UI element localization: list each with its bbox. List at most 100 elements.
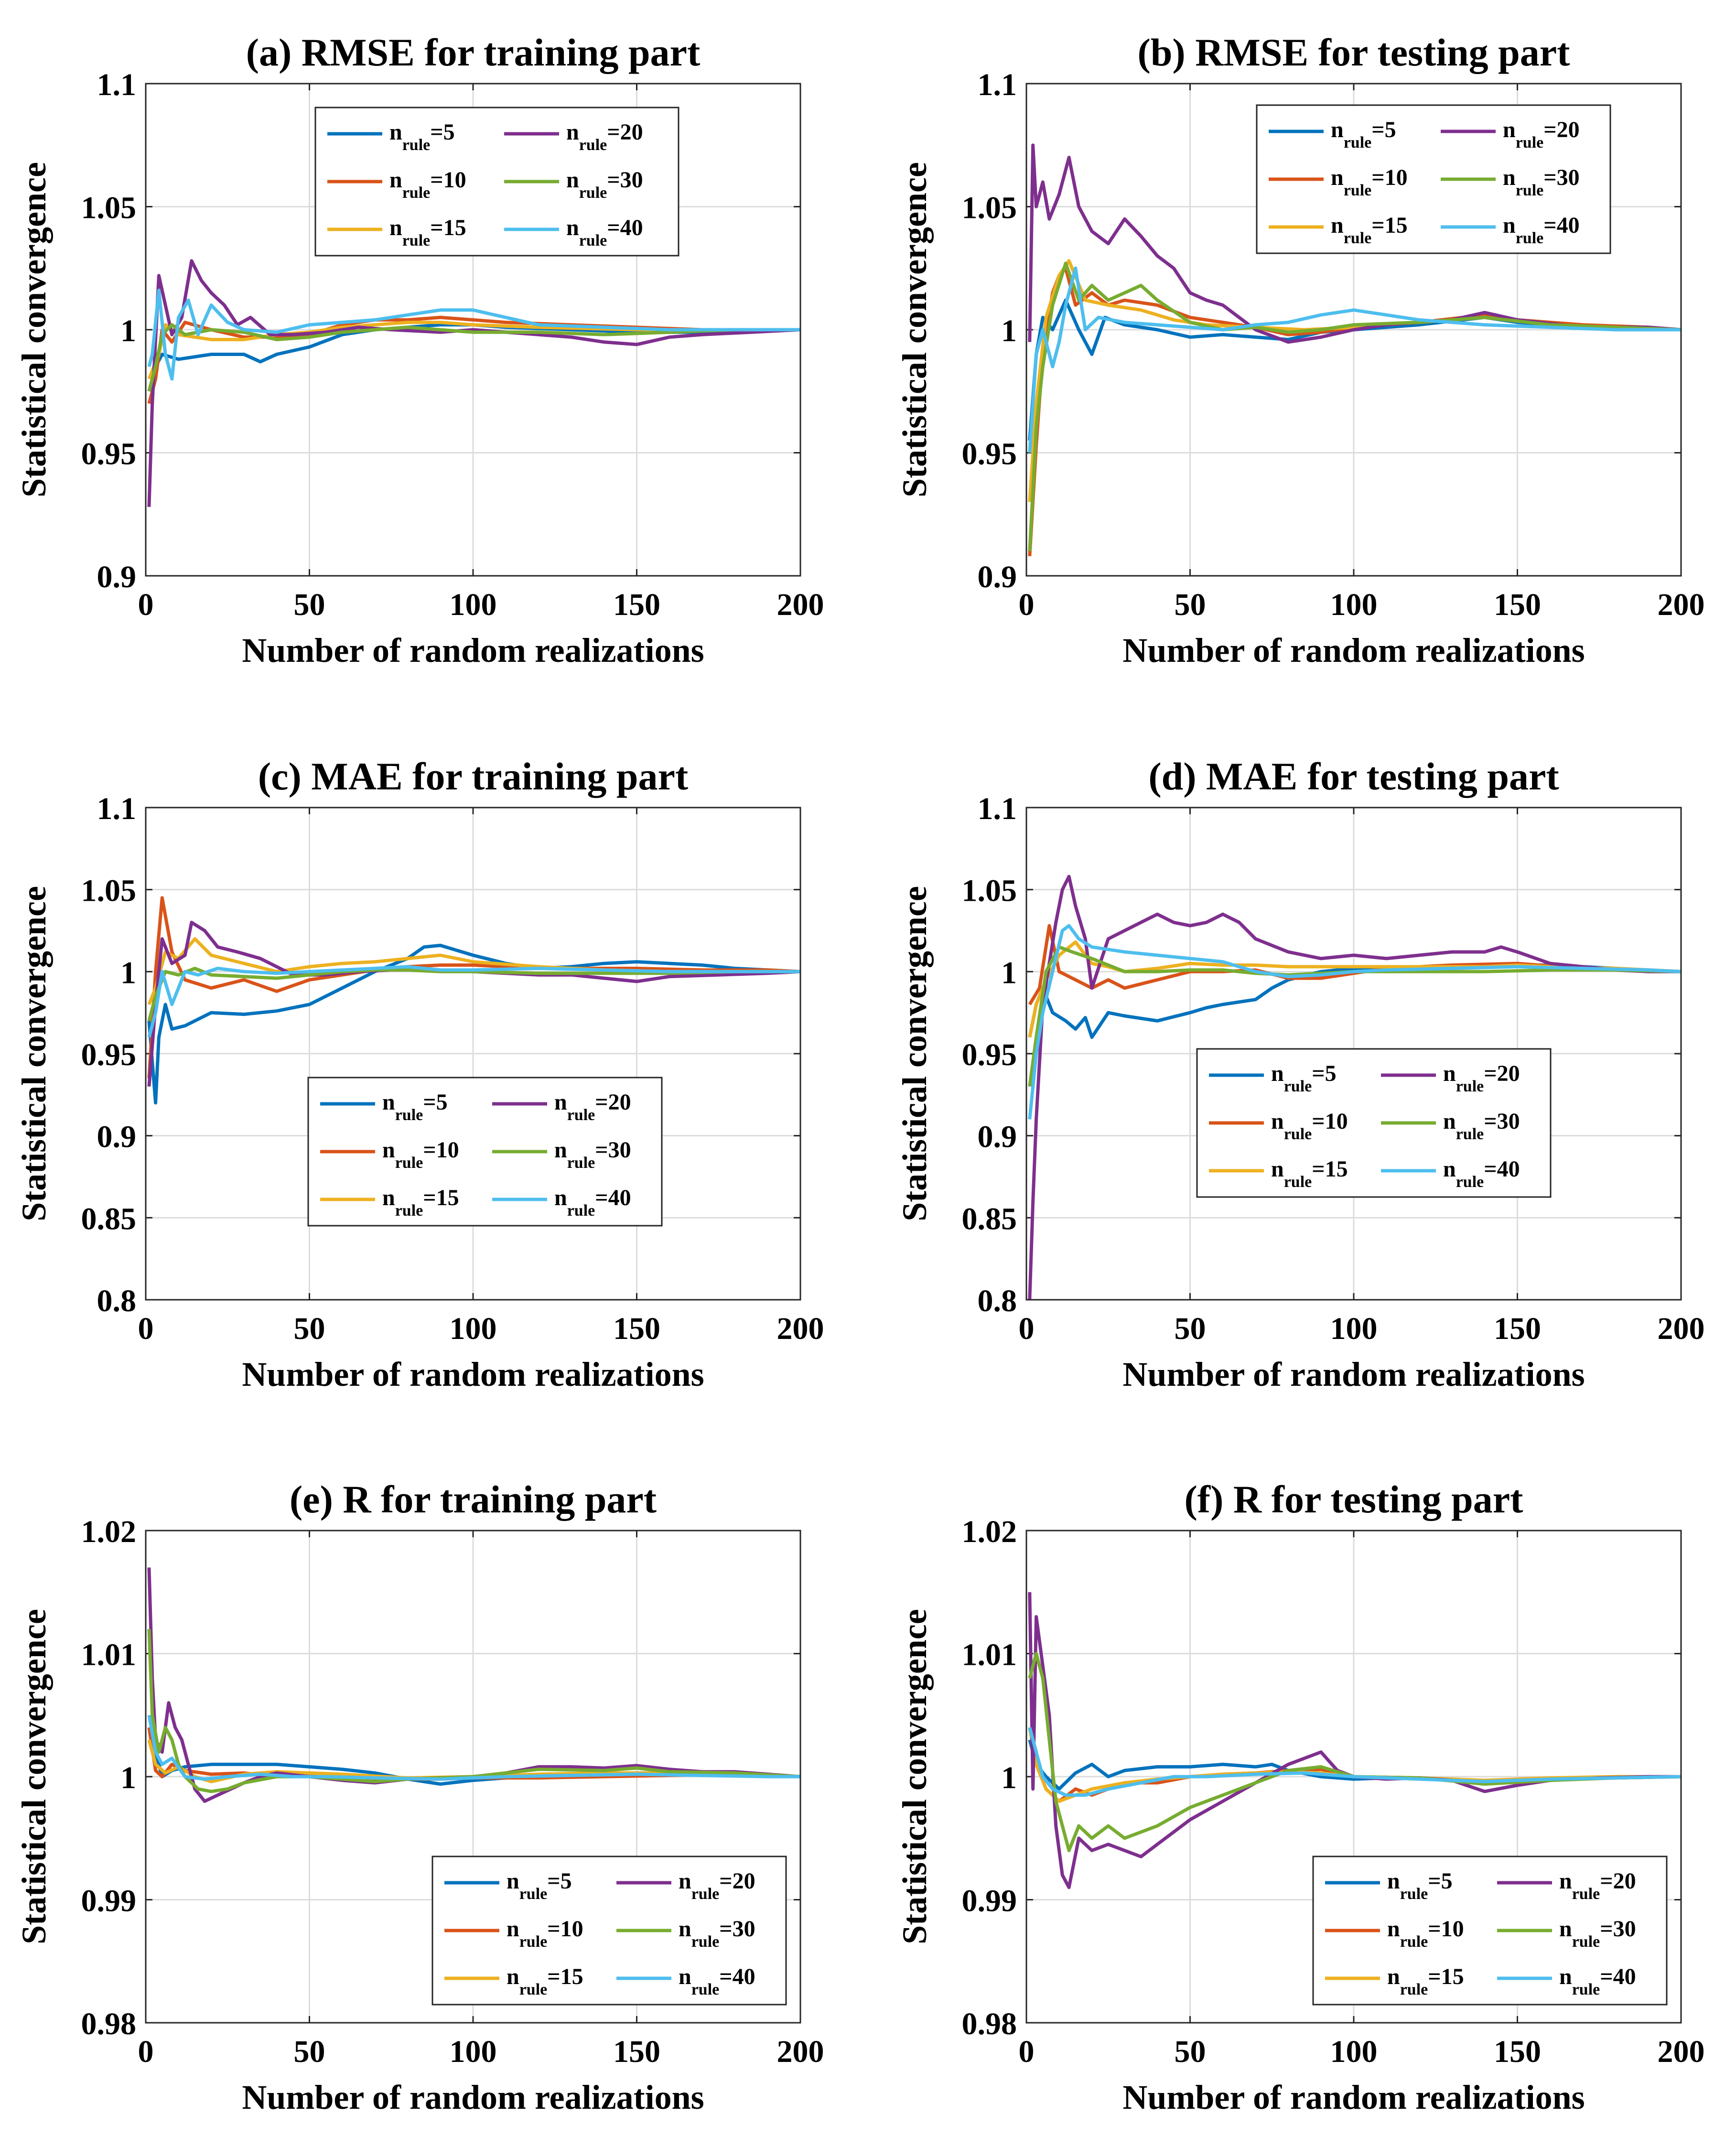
y-tick-label: 1.05 <box>81 191 137 226</box>
legend-label: nrule=5 <box>1387 1868 1453 1903</box>
x-tick-label: 200 <box>777 587 824 622</box>
legend-label: nrule=20 <box>566 119 643 154</box>
x-tick-label: 0 <box>138 587 154 622</box>
x-tick-label: 100 <box>450 1311 497 1346</box>
y-tick-label: 1 <box>120 1760 136 1795</box>
x-tick-label: 0 <box>138 2034 154 2069</box>
y-tick-label: 0.98 <box>81 2007 137 2041</box>
legend-label: nrule=10 <box>507 1916 583 1951</box>
y-tick-label: 0.95 <box>962 1037 1017 1072</box>
legend-label: nrule=10 <box>1331 165 1408 199</box>
y-tick-label: 1.02 <box>962 1514 1017 1549</box>
legend-label: nrule=15 <box>507 1964 583 1998</box>
legend-label: nrule=15 <box>1387 1964 1464 1998</box>
legend: nrule=5 nrule=20 nrule=10 nrule=30 nrule=15 n… <box>1312 1856 1668 2006</box>
legend-label: nrule=20 <box>679 1868 755 1903</box>
legend-label: nrule=40 <box>566 215 643 249</box>
y-tick-label: 0.95 <box>962 437 1017 472</box>
legend-label: nrule=30 <box>566 167 643 202</box>
y-tick-label: 0.9 <box>978 1120 1017 1154</box>
y-tick-label: 1.01 <box>962 1638 1017 1672</box>
legend: nrule=5 nrule=20 nrule=10 nrule=30 nrule=15 n… <box>314 107 679 257</box>
legend-label: nrule=40 <box>679 1964 755 1998</box>
y-tick-label: 0.98 <box>962 2007 1017 2041</box>
series-line-n-rule-20 <box>1028 1592 1681 1889</box>
series-line-n-rule-40 <box>147 289 800 381</box>
series-line-n-rule-40 <box>147 1715 800 1781</box>
x-axis-label: Number of random realizations <box>1122 631 1585 669</box>
series-line-n-rule-40 <box>1028 266 1681 453</box>
x-tick-label: 200 <box>777 1311 824 1346</box>
y-tick-label: 1.01 <box>81 1638 137 1672</box>
y-tick-label: 1 <box>1001 313 1017 348</box>
x-tick-label: 200 <box>1658 2034 1705 2069</box>
x-tick-label: 150 <box>1494 1311 1541 1346</box>
x-tick-label: 150 <box>613 587 660 622</box>
x-tick-label: 100 <box>1330 1311 1378 1346</box>
legend-label: nrule=5 <box>389 119 455 154</box>
y-axis-label: Statistical convergence <box>15 162 53 497</box>
y-tick-label: 0.85 <box>962 1201 1017 1236</box>
legend-label: nrule=10 <box>1271 1109 1348 1143</box>
x-tick-label: 150 <box>613 2034 660 2069</box>
y-tick-label: 1.05 <box>81 874 137 908</box>
chart-panel-3: 0 50 100 150 200 0.8 0.85 0.9 0.95 1 1.05 1.1 (c) MA… <box>15 755 824 1393</box>
x-tick-label: 150 <box>613 1311 660 1346</box>
chart-title: (e) R for training part <box>290 1478 657 1521</box>
y-tick-label: 1.1 <box>978 791 1017 826</box>
legend-label: nrule=40 <box>1559 1964 1636 1998</box>
chart-title: (c) MAE for training part <box>258 755 688 798</box>
chart-panel-2: 0 50 100 150 200 0.9 0.95 1 1.05 1.1 (b) RMSE for … <box>895 31 1705 669</box>
axes-box <box>145 807 801 1301</box>
y-tick-label: 0.99 <box>962 1884 1017 1919</box>
legend: nrule=5 nrule=20 nrule=10 nrule=30 nrule=15 n… <box>1256 104 1611 254</box>
chart-panel-6: 0 50 100 150 200 0.98 0.99 1 1.01 1.02 (f) R for t… <box>895 1478 1705 2116</box>
x-tick-label: 50 <box>294 1311 325 1346</box>
legend: nrule=5 nrule=20 nrule=10 nrule=30 nrule=15 n… <box>307 1077 663 1227</box>
y-tick-label: 1.1 <box>97 67 137 102</box>
x-tick-label: 50 <box>1175 1311 1206 1346</box>
x-axis-label: Number of random realizations <box>242 631 704 669</box>
legend-label: nrule=30 <box>1559 1916 1636 1951</box>
y-tick-label: 1 <box>120 313 136 348</box>
legend-label: nrule=10 <box>382 1137 459 1172</box>
series-line-n-rule-40 <box>1028 924 1682 1120</box>
x-tick-label: 0 <box>1019 587 1035 622</box>
y-tick-label: 1.1 <box>97 791 137 826</box>
x-axis-label: Number of random realizations <box>1122 1355 1585 1393</box>
axes-box <box>145 83 801 577</box>
x-tick-label: 0 <box>138 1311 154 1346</box>
y-tick-label: 0.85 <box>81 1201 137 1236</box>
legend-label: nrule=20 <box>1559 1868 1636 1903</box>
legend-label: nrule=15 <box>389 215 466 249</box>
x-tick-label: 200 <box>1658 587 1705 622</box>
y-tick-label: 1.05 <box>962 191 1017 226</box>
chart-title: (d) MAE for testing part <box>1148 755 1559 798</box>
x-tick-label: 50 <box>1175 587 1206 622</box>
chart-panel-5: 0 50 100 150 200 0.98 0.99 1 1.01 1.02 (e) R for t… <box>15 1478 824 2116</box>
y-tick-label: 0.99 <box>81 1884 137 1919</box>
y-tick-label: 1.05 <box>962 874 1017 908</box>
legend-label: nrule=5 <box>1331 117 1396 151</box>
x-tick-label: 150 <box>1494 2034 1541 2069</box>
legend: nrule=5 nrule=20 nrule=10 nrule=30 nrule=15 n… <box>431 1856 787 2006</box>
x-tick-label: 50 <box>294 587 325 622</box>
y-tick-label: 1.1 <box>978 67 1017 102</box>
legend-label: nrule=20 <box>1443 1061 1520 1095</box>
chart-title: (a) RMSE for training part <box>246 31 701 74</box>
x-tick-label: 150 <box>1494 587 1541 622</box>
legend-label: nrule=30 <box>1503 165 1580 199</box>
x-tick-label: 100 <box>450 2034 497 2069</box>
y-axis-label: Statistical convergence <box>895 1609 934 1944</box>
y-tick-label: 0.8 <box>97 1284 137 1318</box>
y-tick-label: 1 <box>1001 1760 1017 1795</box>
x-axis-label: Number of random realizations <box>242 2078 704 2116</box>
axes-box <box>1025 83 1682 577</box>
y-tick-label: 0.95 <box>81 437 137 472</box>
y-tick-label: 0.9 <box>97 560 137 594</box>
y-axis-label: Statistical convergence <box>895 886 934 1221</box>
x-tick-label: 200 <box>1658 1311 1705 1346</box>
y-tick-label: 1.02 <box>81 1514 137 1549</box>
legend-label: nrule=30 <box>554 1137 631 1172</box>
